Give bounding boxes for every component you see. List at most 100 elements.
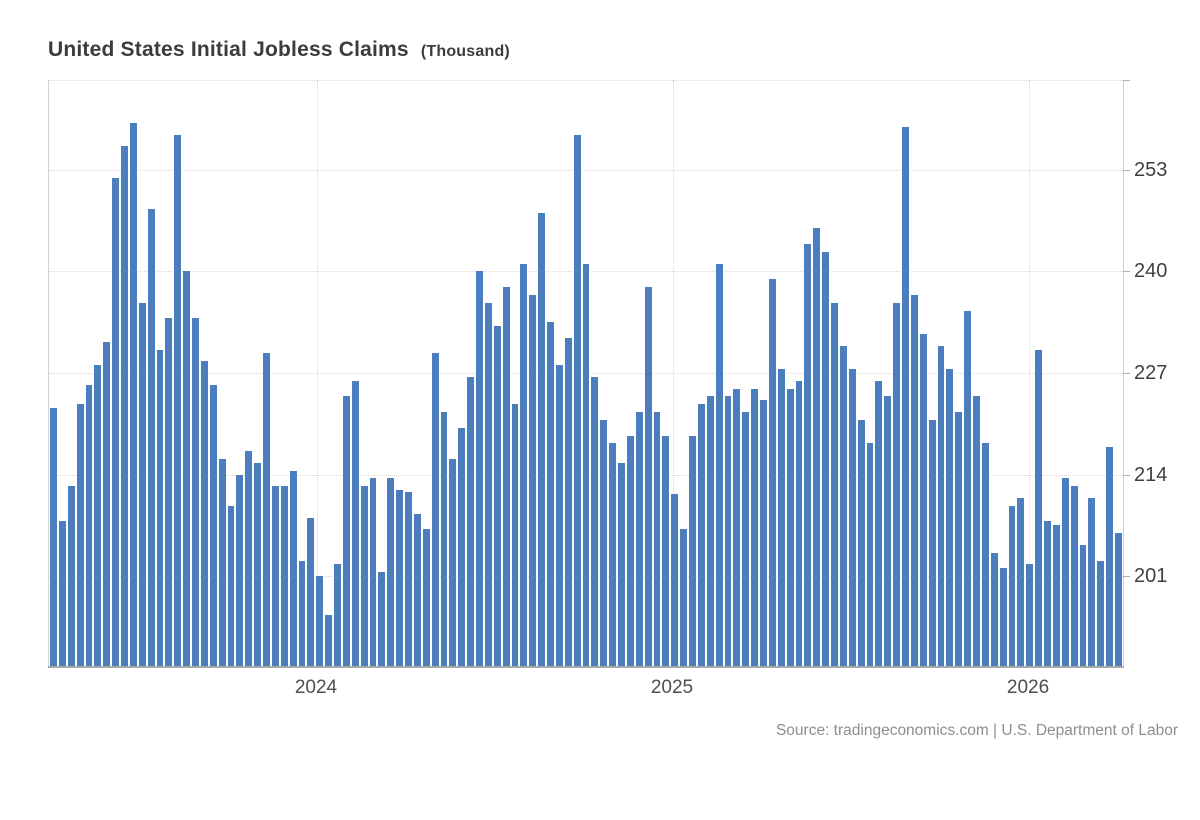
bar[interactable] — [742, 412, 750, 666]
bar[interactable] — [768, 279, 776, 666]
bar[interactable] — [955, 412, 963, 666]
bar[interactable] — [467, 376, 474, 666]
bar[interactable] — [493, 326, 501, 666]
bar[interactable] — [573, 134, 581, 666]
bar[interactable] — [777, 369, 785, 666]
bar[interactable] — [1097, 560, 1105, 666]
bar[interactable] — [582, 263, 590, 666]
bar[interactable] — [476, 271, 483, 666]
bar[interactable] — [618, 462, 625, 666]
bar[interactable] — [1106, 447, 1113, 666]
bar[interactable] — [964, 310, 971, 666]
bar[interactable] — [94, 365, 102, 666]
bar[interactable] — [555, 365, 563, 666]
bar[interactable] — [529, 294, 537, 666]
bar[interactable] — [981, 443, 989, 666]
bar[interactable] — [263, 353, 270, 666]
bar[interactable] — [431, 353, 439, 666]
bar[interactable] — [484, 302, 492, 666]
bar[interactable] — [547, 322, 554, 666]
bar[interactable] — [449, 458, 457, 666]
bar[interactable] — [564, 337, 572, 666]
bar[interactable] — [112, 177, 119, 666]
bar[interactable] — [839, 345, 847, 666]
bar[interactable] — [653, 412, 661, 666]
bar[interactable] — [147, 208, 155, 666]
bar[interactable] — [50, 408, 57, 666]
bar[interactable] — [680, 529, 687, 666]
bar[interactable] — [298, 560, 306, 666]
bar[interactable] — [165, 318, 173, 666]
bar[interactable] — [334, 564, 341, 666]
bar[interactable] — [689, 435, 696, 666]
bar[interactable] — [289, 470, 297, 666]
bar[interactable] — [121, 146, 128, 666]
bar[interactable] — [254, 462, 261, 666]
bar[interactable] — [360, 486, 368, 666]
bar[interactable] — [218, 458, 226, 666]
bar[interactable] — [813, 228, 821, 666]
bar[interactable] — [378, 572, 386, 666]
bar[interactable] — [1008, 505, 1016, 666]
bar[interactable] — [58, 521, 66, 666]
bar[interactable] — [192, 318, 199, 666]
bar[interactable] — [325, 615, 332, 666]
bar[interactable] — [937, 345, 945, 666]
bar[interactable] — [236, 474, 244, 666]
bar[interactable] — [760, 400, 767, 666]
bar[interactable] — [715, 263, 723, 666]
bar[interactable] — [440, 412, 448, 666]
bar[interactable] — [76, 404, 84, 666]
bar[interactable] — [822, 251, 829, 666]
bar[interactable] — [591, 376, 599, 666]
bar[interactable] — [884, 396, 892, 666]
bar[interactable] — [626, 435, 634, 666]
bar[interactable] — [857, 419, 865, 666]
bar[interactable] — [405, 491, 412, 666]
bar[interactable] — [502, 287, 510, 666]
bar[interactable] — [786, 388, 794, 666]
bar[interactable] — [671, 494, 679, 666]
bar[interactable] — [1115, 533, 1122, 666]
bar[interactable] — [662, 435, 670, 666]
bar[interactable] — [893, 302, 900, 666]
bar[interactable] — [280, 486, 288, 666]
bar[interactable] — [1061, 478, 1069, 666]
bar[interactable] — [227, 505, 235, 666]
bar[interactable] — [1070, 486, 1078, 666]
bar[interactable] — [129, 122, 137, 666]
bar[interactable] — [910, 294, 918, 666]
bar[interactable] — [1026, 564, 1034, 666]
bar[interactable] — [751, 388, 758, 666]
bar[interactable] — [733, 388, 741, 666]
bar[interactable] — [804, 244, 812, 666]
bar[interactable] — [369, 478, 377, 666]
bar[interactable] — [67, 486, 75, 666]
bar[interactable] — [1088, 498, 1096, 666]
bar[interactable] — [1079, 544, 1087, 666]
bar[interactable] — [458, 427, 466, 666]
bar[interactable] — [600, 419, 608, 666]
bar[interactable] — [156, 349, 164, 666]
bar[interactable] — [103, 341, 111, 666]
bar[interactable] — [875, 380, 883, 666]
bar[interactable] — [316, 576, 324, 666]
bar[interactable] — [831, 302, 838, 666]
bar[interactable] — [413, 513, 421, 666]
bar[interactable] — [946, 369, 954, 666]
bar[interactable] — [396, 490, 403, 666]
bar[interactable] — [351, 380, 359, 666]
bar[interactable] — [245, 451, 253, 666]
bar[interactable] — [307, 517, 315, 666]
bar[interactable] — [342, 396, 350, 666]
bar[interactable] — [138, 302, 146, 666]
bar[interactable] — [183, 271, 190, 666]
bar[interactable] — [200, 361, 208, 666]
bar[interactable] — [848, 369, 856, 666]
bar[interactable] — [387, 478, 395, 666]
bar[interactable] — [609, 443, 616, 666]
bar[interactable] — [795, 380, 803, 666]
bar[interactable] — [644, 287, 652, 666]
bar[interactable] — [928, 419, 936, 666]
bar[interactable] — [209, 384, 217, 666]
